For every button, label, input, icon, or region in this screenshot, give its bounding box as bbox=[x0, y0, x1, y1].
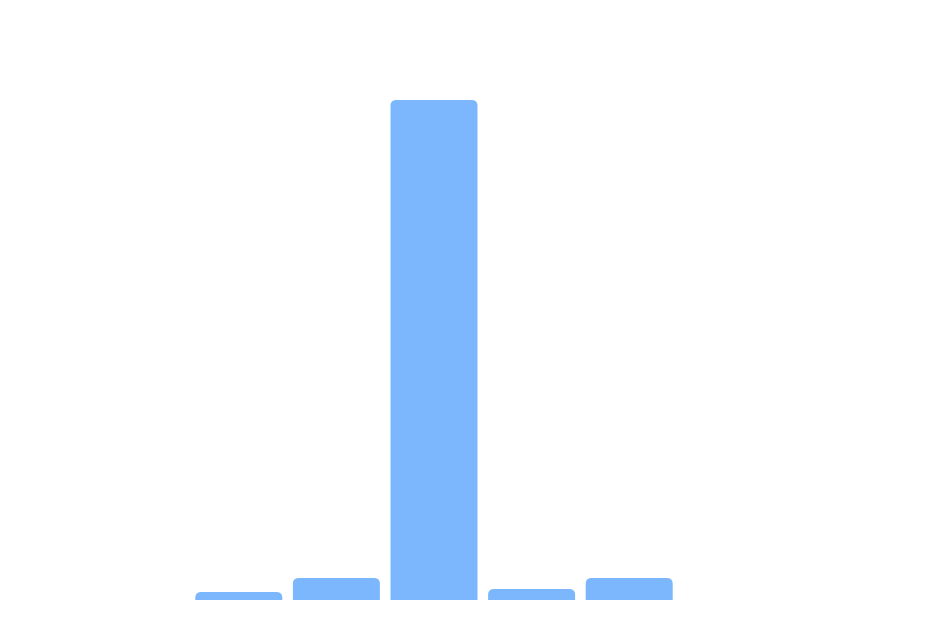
bar-4 bbox=[488, 589, 576, 600]
bar-3 bbox=[390, 100, 478, 600]
bar-1 bbox=[195, 592, 283, 600]
bars-group bbox=[195, 100, 673, 600]
bar-2 bbox=[292, 578, 380, 600]
bar-5 bbox=[585, 578, 673, 600]
